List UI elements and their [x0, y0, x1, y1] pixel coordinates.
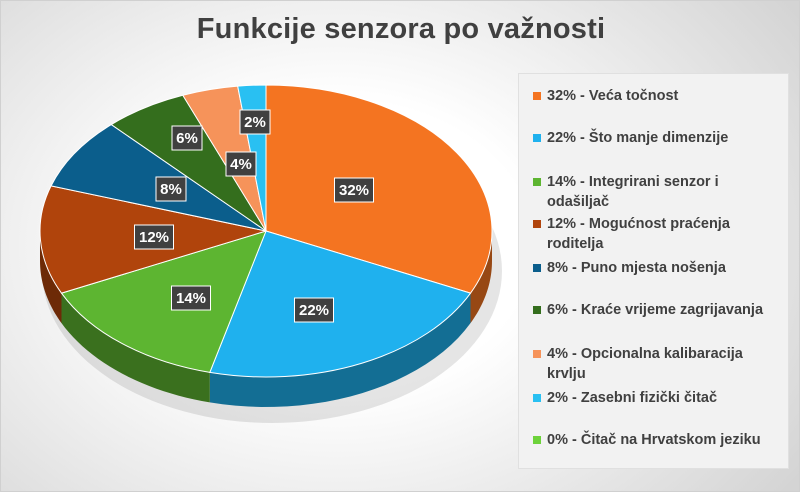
- legend-swatch: [533, 350, 541, 358]
- legend-label: 12% - Mogućnost praćenja roditelja: [547, 216, 730, 252]
- legend-swatch: [533, 436, 541, 444]
- legend-swatch: [533, 264, 541, 272]
- pie-slice-1: [209, 230, 472, 378]
- legend-swatch: [533, 306, 541, 314]
- data-label-6: 4%: [225, 151, 257, 177]
- data-label-text: 22%: [299, 302, 329, 319]
- chart-title: Funkcije senzora po važnosti: [196, 13, 606, 45]
- data-label-box: [134, 224, 174, 250]
- data-label-box: [225, 151, 257, 177]
- legend-label: 8% - Puno mjesta nošenja: [547, 260, 726, 276]
- data-label-1: 22%: [294, 297, 334, 323]
- legend-swatch: [533, 220, 541, 228]
- legend-label: 2% - Zasebni fizički čitač: [547, 390, 718, 406]
- data-label-0: 32%: [334, 177, 374, 203]
- data-label-3: 12%: [134, 224, 174, 250]
- legend-label: 22% - Što manje dimenzije: [547, 130, 729, 146]
- legend-swatch: [533, 134, 541, 142]
- data-label-text: 8%: [160, 181, 182, 198]
- data-label-5: 6%: [171, 125, 203, 151]
- data-label-4: 8%: [155, 176, 187, 202]
- legend-label: 4% - Opcionalna kalibaracija krvlju: [547, 346, 743, 382]
- pie-slice-0: [265, 84, 493, 294]
- legend-swatch: [533, 178, 541, 186]
- data-label-box: [171, 285, 211, 311]
- legend-label: 14% - Integrirani senzor i odašiljač: [547, 174, 719, 210]
- data-label-box: [171, 125, 203, 151]
- legend-swatch: [533, 92, 541, 100]
- legend-label: 6% - Kraće vrijeme zagrijavanja: [547, 302, 764, 318]
- data-label-box: [334, 177, 374, 203]
- data-label-text: 2%: [244, 114, 266, 131]
- data-label-box: [294, 297, 334, 323]
- slice-side-3: [40, 231, 62, 324]
- legend-swatch: [533, 394, 541, 402]
- data-label-box: [155, 176, 187, 202]
- slice-side-0: [470, 231, 492, 324]
- legend: 32% - Veća točnost 22% - Što manje dimenz…: [518, 73, 789, 469]
- data-label-7: 2%: [239, 109, 271, 135]
- data-label-text: 4%: [230, 156, 252, 173]
- slice-side-1: [209, 293, 471, 407]
- data-label-box: [239, 109, 271, 135]
- pie-slice-2: [60, 230, 267, 373]
- legend-label: 32% - Veća točnost: [547, 88, 679, 104]
- data-label-text: 12%: [139, 229, 169, 246]
- data-label-text: 14%: [176, 290, 206, 307]
- data-label-2: 14%: [171, 285, 211, 311]
- slice-side-2: [61, 293, 210, 403]
- data-label-text: 32%: [339, 182, 369, 199]
- data-label-text: 6%: [176, 130, 198, 147]
- legend-label: 0% - Čitač na Hrvatskom jeziku: [547, 432, 761, 448]
